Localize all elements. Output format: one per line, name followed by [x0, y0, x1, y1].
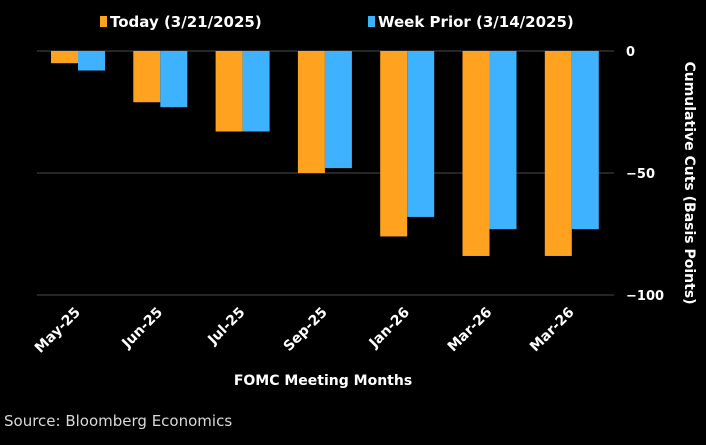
y-tick-label: −100 — [626, 289, 664, 304]
bar-week-prior — [571, 51, 599, 230]
bar-week-prior — [324, 51, 352, 169]
x-tick-label: Jun-25 — [118, 305, 166, 353]
x-tick-label: Jan-26 — [366, 305, 413, 352]
bar-chart: Today (3/21/2025) Week Prior (3/14/2025)… — [32, 13, 697, 389]
x-axis-ticks: May-25 Jun-25 Jul-25 Sep-25 Jan-26 Mar-26 Mar-… — [32, 305, 578, 357]
bars — [51, 51, 599, 256]
bar-today — [215, 51, 243, 132]
bar-week-prior — [78, 51, 105, 71]
legend-swatch-week-prior — [368, 16, 375, 27]
legend-label-week-prior: Week Prior (3/14/2025) — [378, 13, 574, 31]
x-tick-label: Jul-25 — [204, 305, 248, 349]
bar-today — [297, 51, 325, 173]
x-tick-label: May-25 — [32, 305, 84, 357]
bar-today — [51, 51, 78, 64]
legend-label-today: Today (3/21/2025) — [110, 13, 262, 31]
y-tick-label: 0 — [626, 45, 635, 60]
bar-today — [462, 51, 490, 256]
legend-swatch-today — [100, 16, 107, 27]
bar-today — [133, 51, 161, 103]
bar-week-prior — [160, 51, 188, 108]
y-axis-ticks: 0 −50 −100 — [626, 45, 664, 304]
bar-week-prior — [242, 51, 270, 132]
bar-week-prior — [489, 51, 517, 230]
y-tick-label: −50 — [626, 167, 655, 182]
x-axis-label: FOMC Meeting Months — [234, 373, 412, 389]
x-tick-label: Sep-25 — [281, 305, 331, 355]
source-note: Source: Bloomberg Economics — [4, 412, 233, 430]
legend: Today (3/21/2025) Week Prior (3/14/2025) — [100, 13, 574, 31]
bar-today — [380, 51, 408, 237]
bar-week-prior — [407, 51, 435, 217]
x-tick-label: Mar-26 — [445, 305, 496, 356]
bar-today — [544, 51, 572, 256]
y-axis-label: Cumulative Cuts (Basis Points) — [681, 61, 697, 304]
x-tick-label: Mar-26 — [527, 305, 578, 356]
